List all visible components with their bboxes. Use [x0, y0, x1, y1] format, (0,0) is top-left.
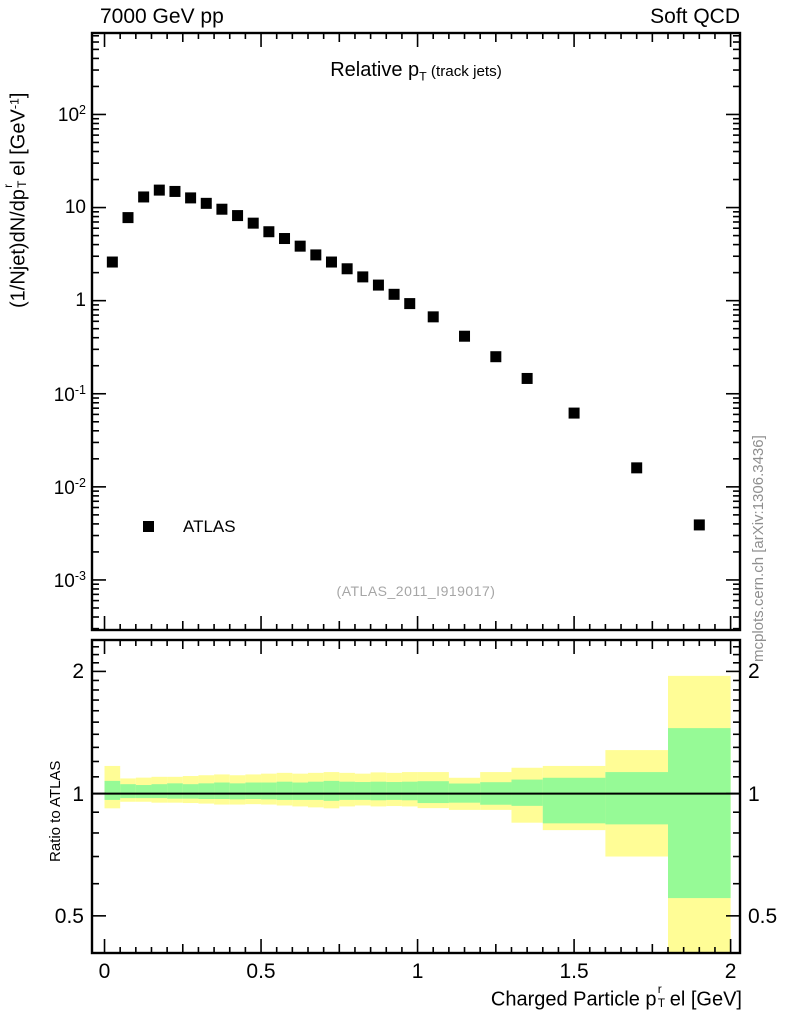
y-tick-label: 10-2	[53, 475, 86, 499]
x-tick-label: 2	[724, 960, 737, 983]
data-point	[341, 263, 353, 275]
data-point	[279, 233, 291, 245]
y-tick-label: 1	[75, 289, 86, 311]
ratio-panel-frame	[90, 638, 742, 955]
data-point	[247, 217, 259, 229]
data-point	[122, 212, 134, 224]
main-panel-frame	[90, 31, 742, 632]
ratio-tick-label-right: 0.5	[748, 904, 778, 928]
data-point	[263, 226, 275, 238]
data-point	[459, 330, 471, 342]
y-tick-label: 10	[64, 196, 86, 218]
data-point	[427, 311, 439, 323]
data-point	[490, 351, 502, 363]
x-tick-label: 1	[411, 960, 424, 983]
data-point	[357, 271, 369, 283]
data-point	[388, 288, 400, 300]
atlas-data-points	[106, 184, 705, 531]
y-tick-label: 102	[57, 103, 86, 127]
data-point	[106, 256, 118, 268]
x-tick-label: 0	[98, 960, 111, 983]
data-point	[153, 184, 165, 196]
data-point	[325, 256, 337, 268]
ratio-band-inner-bin	[151, 784, 168, 799]
data-point	[521, 372, 533, 384]
ratio-band-inner-bin	[198, 783, 215, 799]
ratio-tick-label-left: 2	[72, 660, 84, 684]
ratio-band-inner-bin	[135, 785, 152, 799]
process-group-label: Soft QCD	[650, 5, 740, 28]
data-point	[310, 249, 322, 261]
ratio-band-inner-bin	[401, 781, 418, 801]
data-point	[232, 210, 244, 222]
ratio-band-inner-bin	[292, 782, 308, 800]
ratio-band-inner-bin	[605, 772, 668, 825]
data-point	[294, 240, 306, 252]
data-point	[631, 462, 643, 474]
ratio-band-inner-bin	[370, 781, 387, 801]
data-point	[372, 279, 384, 291]
legend-label: ATLAS	[183, 517, 236, 536]
ratio-band-inner-bin	[104, 780, 121, 800]
ratio-band-inner-bin	[354, 782, 371, 800]
x-tick-label: 0.5	[246, 960, 276, 983]
data-point	[185, 192, 197, 204]
legend-marker-square	[143, 521, 154, 532]
ratio-band-inner-bin	[261, 782, 277, 800]
ratio-band-inner-bin	[229, 783, 246, 800]
data-point	[568, 407, 580, 419]
ratio-band-inner-bin	[167, 783, 183, 799]
data-point	[200, 197, 212, 209]
data-point	[216, 203, 228, 215]
analysis-watermark: (ATLAS_2011_I919017)	[336, 583, 496, 599]
x-tick-label: 1.5	[559, 960, 589, 983]
ratio-tick-label-left: 0.5	[54, 904, 84, 928]
ratio-axis-title: Ratio to ATLAS	[47, 760, 64, 862]
legend: ATLAS	[143, 518, 236, 535]
ratio-band-inner-bin	[182, 784, 199, 799]
ratio-band-inner-bin	[386, 782, 402, 800]
data-point	[404, 298, 416, 310]
ratio-band-inner-bin	[323, 780, 340, 801]
ratio-tick-label-right: 2	[748, 660, 760, 684]
ratio-band-inner	[104, 728, 731, 899]
ratio-band-inner-bin	[668, 728, 731, 899]
data-point	[169, 185, 181, 197]
ratio-band-inner-bin	[308, 781, 324, 800]
y-tick-label: 10-1	[53, 382, 86, 406]
data-point	[693, 519, 705, 531]
ratio-band-inner-bin	[417, 781, 449, 804]
beam-energy-label: 7000 GeV pp	[100, 5, 224, 28]
plot-title: Relative pT (track jets)	[330, 59, 502, 84]
ratio-band-inner-bin	[245, 782, 262, 799]
mcplots-side-note: mcplots.cern.ch [arXiv:1306.3436]	[750, 435, 767, 662]
ratio-tick-label-right: 1	[748, 782, 760, 806]
ratio-band-inner-bin	[276, 781, 293, 800]
ratio-band-inner-bin	[120, 784, 136, 799]
ratio-band-inner-bin	[542, 777, 606, 824]
data-point	[138, 191, 150, 203]
ratio-tick-label-left: 1	[72, 782, 84, 806]
ratio-band-inner-bin	[214, 782, 230, 799]
ratio-band-inner-bin	[339, 781, 355, 800]
axis-ticks	[92, 33, 740, 953]
y-tick-label: 10-3	[53, 568, 86, 592]
